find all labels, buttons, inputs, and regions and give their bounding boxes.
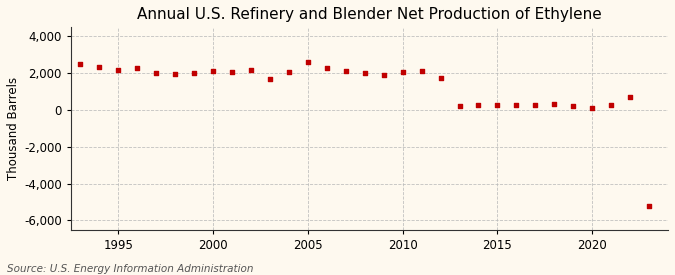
Point (644, 204, 655, 208)
Point (284, 70, 294, 75)
Point (416, 69, 427, 74)
Point (246, 68, 256, 73)
Point (208, 69, 219, 74)
Point (189, 71, 200, 75)
Point (113, 67, 124, 72)
Y-axis label: Thousand Barrels: Thousand Barrels (7, 77, 20, 180)
Point (473, 102, 484, 107)
Point (587, 106, 597, 110)
Point (625, 95, 636, 99)
Point (94, 65, 105, 69)
Point (265, 76, 275, 81)
Point (378, 73, 389, 77)
Point (605, 103, 616, 108)
Point (398, 70, 408, 75)
Point (169, 72, 180, 76)
Point (340, 69, 351, 74)
Point (511, 103, 522, 107)
Point (151, 71, 161, 75)
Point (321, 65, 332, 70)
Point (454, 104, 465, 109)
Point (492, 103, 503, 108)
Text: Source: U.S. Energy Information Administration: Source: U.S. Energy Information Administ… (7, 264, 253, 274)
Point (227, 70, 238, 75)
Point (549, 101, 560, 106)
Point (435, 76, 446, 80)
Point (302, 60, 313, 64)
Point (132, 65, 142, 70)
Point (530, 102, 541, 107)
Point (359, 71, 370, 75)
Title: Annual U.S. Refinery and Blender Net Production of Ethylene: Annual U.S. Refinery and Blender Net Pro… (137, 7, 602, 22)
Point (75, 62, 86, 66)
Point (568, 104, 578, 109)
